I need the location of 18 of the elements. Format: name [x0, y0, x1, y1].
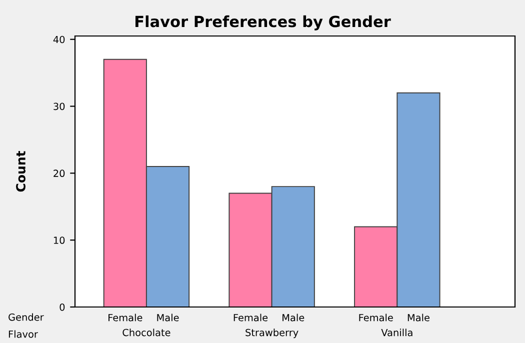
- text: Female: [234, 314, 268, 322]
- chart-title: Flavor Preferences by Gender: [135, 15, 391, 30]
- text: Male: [408, 314, 430, 322]
- y-tick-label: 20: [54, 170, 65, 178]
- series-label: Female: [108, 314, 142, 322]
- x-tick-label: Vanilla: [381, 328, 412, 336]
- text: Female: [359, 314, 393, 322]
- x-tick-label: Strawberry: [246, 328, 298, 338]
- text: Flavor: [8, 330, 38, 338]
- series-label: Male: [157, 314, 179, 322]
- text: Male: [282, 314, 304, 322]
- y-tick-label: 40: [53, 36, 65, 44]
- y-tick-label: 10: [54, 236, 65, 244]
- text: Gender: [8, 313, 44, 321]
- x-tick-label: Chocolate: [122, 328, 170, 336]
- y-tick-label: 30: [54, 102, 65, 110]
- y-axis-title: Count: [16, 151, 26, 192]
- y-tick-label: 0: [60, 303, 65, 311]
